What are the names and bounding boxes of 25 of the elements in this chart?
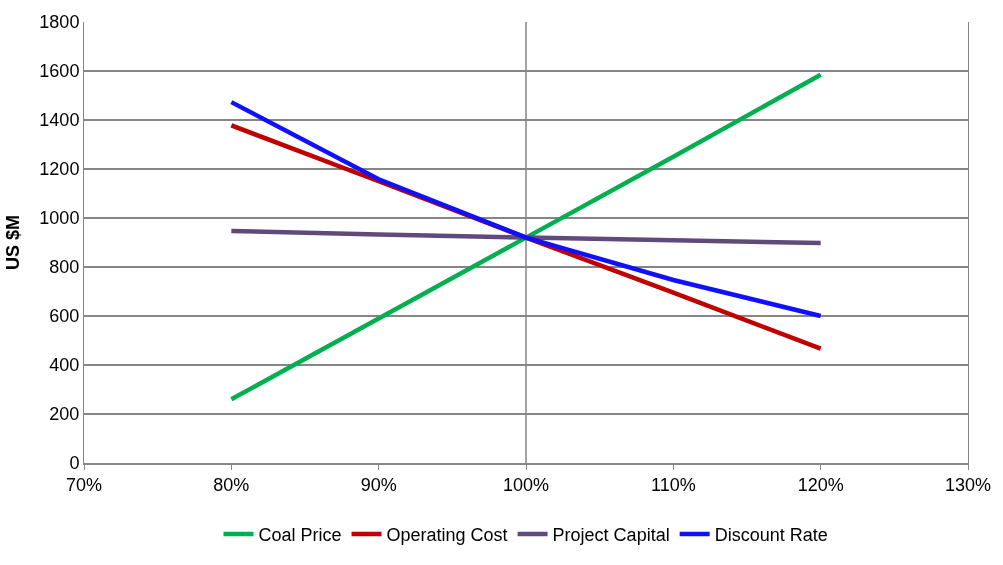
- x-tick-label: 120%: [797, 475, 844, 496]
- legend-label: Discount Rate: [714, 525, 828, 546]
- y-tick-label: 1800: [39, 12, 80, 33]
- y-tick-label: 1000: [39, 208, 80, 229]
- x-tick-label: 70%: [65, 475, 103, 496]
- x-tick-label: 130%: [944, 475, 992, 496]
- legend-label: Project Capital: [552, 525, 670, 546]
- line-series: [229, 228, 823, 246]
- y-tick-label: 400: [49, 355, 80, 376]
- line-series: [229, 72, 823, 402]
- y-tick-label: 1600: [39, 61, 80, 82]
- y-tick-label: 1400: [39, 110, 80, 131]
- x-tick-label: 110%: [650, 475, 696, 496]
- x-tick-label: 100%: [502, 475, 550, 496]
- y-tick-label: 200: [49, 404, 80, 425]
- legend-label: Coal Price: [258, 525, 342, 546]
- x-tick-label: 90%: [360, 475, 397, 496]
- y-tick-label: 0: [69, 453, 80, 474]
- legend-label: Operating Cost: [386, 525, 508, 546]
- y-tick-label: 1200: [39, 159, 80, 180]
- y-tick-label: 600: [49, 306, 80, 327]
- x-tick-label: 80%: [213, 475, 250, 496]
- y-axis-title: US $M: [2, 214, 23, 271]
- line-series: [229, 99, 823, 319]
- y-tick-label: 800: [49, 257, 80, 278]
